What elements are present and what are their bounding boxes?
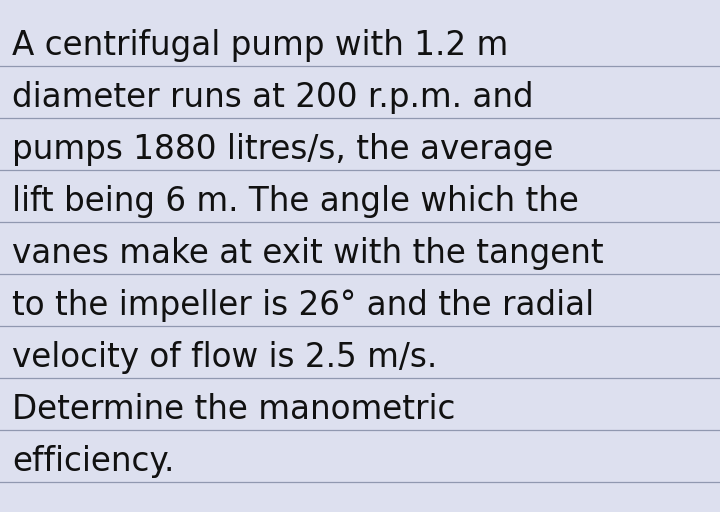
Text: diameter runs at 200 r.p.m. and: diameter runs at 200 r.p.m. and bbox=[12, 80, 534, 114]
Text: A centrifugal pump with 1.2 m: A centrifugal pump with 1.2 m bbox=[12, 29, 508, 61]
Text: efficiency.: efficiency. bbox=[12, 444, 174, 478]
Text: pumps 1880 litres/s, the average: pumps 1880 litres/s, the average bbox=[12, 133, 554, 165]
Text: to the impeller is 26° and the radial: to the impeller is 26° and the radial bbox=[12, 289, 594, 322]
Text: vanes make at exit with the tangent: vanes make at exit with the tangent bbox=[12, 237, 603, 269]
Text: velocity of flow is 2.5 m/s.: velocity of flow is 2.5 m/s. bbox=[12, 340, 437, 374]
Text: lift being 6 m. The angle which the: lift being 6 m. The angle which the bbox=[12, 184, 579, 218]
Text: Determine the manometric: Determine the manometric bbox=[12, 393, 455, 425]
